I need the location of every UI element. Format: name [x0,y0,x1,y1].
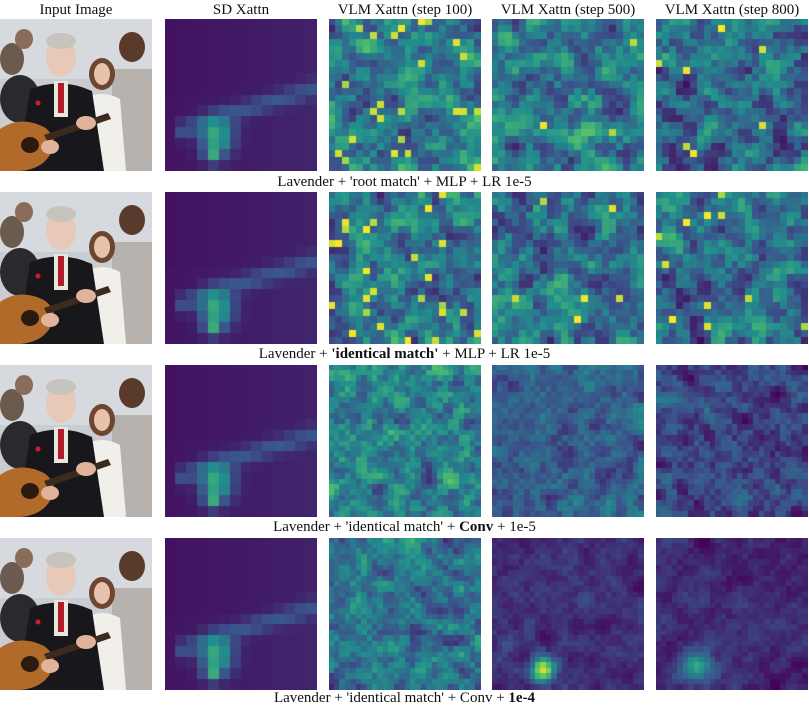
caption-part: Conv [459,519,494,535]
vlm500-heatmap-row-2 [492,192,644,344]
sd-heatmap-row-3 [165,365,317,517]
col-header-vlm-step800: VLM Xattn (step 800) [664,2,800,18]
sd-heatmap-row-2 [165,192,317,344]
input-image-row-1 [0,19,152,171]
caption-part: + 1e-5 [493,519,536,535]
vlm800-heatmap-row-3 [656,365,808,517]
input-image-row-2 [0,192,152,344]
vlm100-heatmap-row-2 [329,192,481,344]
vlm800-heatmap-row-1 [656,19,808,171]
caption-part: 1e-4 [508,690,536,706]
input-image-row-3 [0,365,152,517]
caption-part: 'identical match' [331,346,439,362]
row-caption-3: Lavender + 'identical match' + Conv + 1e… [0,518,809,536]
sd-heatmap-row-1 [165,19,317,171]
col-header-input: Input Image [39,2,113,18]
caption-part: Lavender + 'identical match' + Conv + [273,690,509,706]
vlm100-heatmap-row-4 [329,538,481,690]
vlm100-heatmap-row-3 [329,365,481,517]
caption-part: Lavender + 'identical match' + [273,519,460,535]
col-header-sd-xattn: SD Xattn [212,2,270,18]
row-caption-1: Lavender + 'root match' + MLP + LR 1e-5 [0,173,809,191]
col-header-vlm-step100: VLM Xattn (step 100) [337,2,473,18]
input-image-row-4 [0,538,152,690]
row-caption-4: Lavender + 'identical match' + Conv + 1e… [0,689,809,707]
vlm500-heatmap-row-4 [492,538,644,690]
vlm800-heatmap-row-2 [656,192,808,344]
col-header-vlm-step500: VLM Xattn (step 500) [500,2,636,18]
vlm500-heatmap-row-1 [492,19,644,171]
caption-part: Lavender + [258,346,332,362]
sd-heatmap-row-4 [165,538,317,690]
caption-part: + MLP + LR 1e-5 [438,346,551,362]
vlm500-heatmap-row-3 [492,365,644,517]
caption-part: Lavender + 'root match' + MLP + LR 1e-5 [277,174,532,190]
vlm800-heatmap-row-4 [656,538,808,690]
row-caption-2: Lavender + 'identical match' + MLP + LR … [0,345,809,363]
vlm100-heatmap-row-1 [329,19,481,171]
